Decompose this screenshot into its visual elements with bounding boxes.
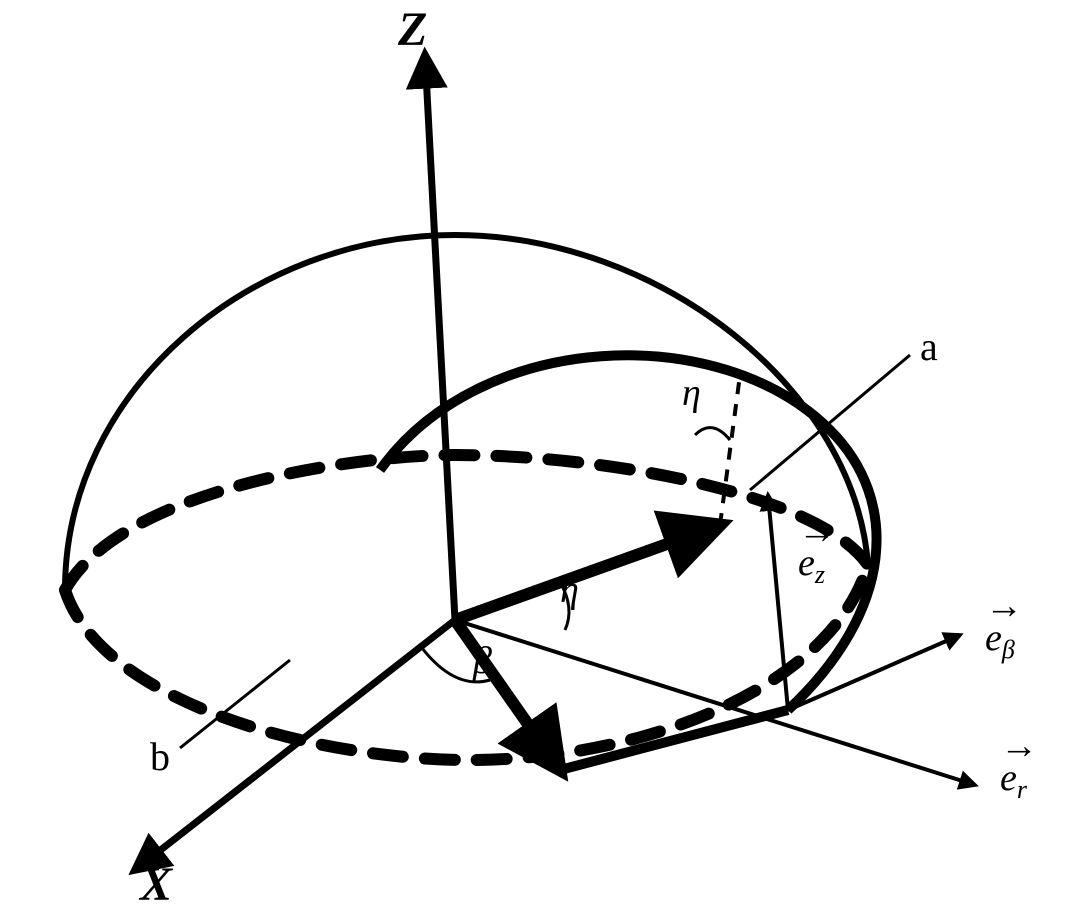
beta-label: β [472,640,492,682]
projection-vector [455,620,560,770]
hemisphere-outline [65,235,868,590]
dashed-vertical [720,375,740,525]
eta-label-mid: η [560,569,579,611]
e-z-label-group: → ez [798,510,836,589]
eta-label-top: η [682,372,701,414]
point-a-label: a [920,324,938,369]
r-vector [455,525,720,620]
x-axis-label: X [138,858,173,911]
z-axis [425,55,455,620]
coordinate-diagram: Z X → er → eβ → ez η η β a b [0,0,1076,919]
eta-arc-top [695,428,730,440]
e-r-label-group: → er [1000,725,1038,804]
point-b-label: b [150,734,170,779]
z-axis-label: Z [397,3,427,56]
e-beta-label-group: → eβ [985,585,1023,664]
equator-back [65,455,868,590]
equator-front [65,565,868,760]
proj-to-er [560,710,788,770]
